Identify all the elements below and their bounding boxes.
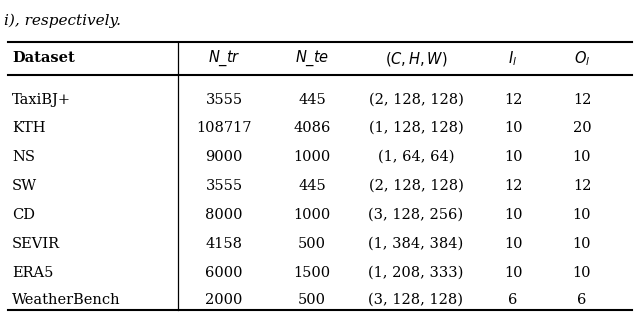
Text: 445: 445 xyxy=(298,93,326,107)
Text: 1000: 1000 xyxy=(293,150,331,164)
Text: (1, 208, 333): (1, 208, 333) xyxy=(368,266,464,280)
Text: 445: 445 xyxy=(298,179,326,193)
Text: $(C,H,W)$: $(C,H,W)$ xyxy=(385,49,447,68)
Text: 1000: 1000 xyxy=(293,208,331,222)
Text: NS: NS xyxy=(12,150,35,164)
Text: 2000: 2000 xyxy=(205,293,243,307)
Text: Dataset: Dataset xyxy=(12,51,75,66)
Text: 10: 10 xyxy=(504,237,522,251)
Text: (1, 128, 128): (1, 128, 128) xyxy=(369,121,463,135)
Text: SW: SW xyxy=(12,179,37,193)
Text: 10: 10 xyxy=(504,121,522,135)
Text: TaxiBJ+: TaxiBJ+ xyxy=(12,93,71,107)
Text: 10: 10 xyxy=(573,266,591,280)
Text: 4158: 4158 xyxy=(205,237,243,251)
Text: 3555: 3555 xyxy=(205,179,243,193)
Text: i), respectively.: i), respectively. xyxy=(4,14,121,29)
Text: 1500: 1500 xyxy=(293,266,331,280)
Text: 10: 10 xyxy=(504,266,522,280)
Text: 20: 20 xyxy=(573,121,591,135)
Text: 6000: 6000 xyxy=(205,266,243,280)
Text: 10: 10 xyxy=(573,208,591,222)
Text: 8000: 8000 xyxy=(205,208,243,222)
Text: 4086: 4086 xyxy=(293,121,331,135)
Text: WeatherBench: WeatherBench xyxy=(12,293,120,307)
Text: 10: 10 xyxy=(504,150,522,164)
Text: 500: 500 xyxy=(298,237,326,251)
Text: CD: CD xyxy=(12,208,35,222)
Text: 12: 12 xyxy=(573,93,591,107)
Text: (3, 128, 256): (3, 128, 256) xyxy=(369,208,463,222)
Text: $I_l$: $I_l$ xyxy=(508,49,518,68)
Text: 10: 10 xyxy=(573,237,591,251)
Text: 6: 6 xyxy=(577,293,587,307)
Text: (1, 384, 384): (1, 384, 384) xyxy=(369,237,463,251)
Text: 6: 6 xyxy=(508,293,518,307)
Text: 500: 500 xyxy=(298,293,326,307)
Text: $O_l$: $O_l$ xyxy=(574,49,590,68)
Text: 10: 10 xyxy=(504,208,522,222)
Text: 10: 10 xyxy=(573,150,591,164)
Text: (2, 128, 128): (2, 128, 128) xyxy=(369,179,463,193)
Text: 9000: 9000 xyxy=(205,150,243,164)
Text: $N\_te$: $N\_te$ xyxy=(295,49,329,68)
Text: ERA5: ERA5 xyxy=(12,266,53,280)
Text: 108717: 108717 xyxy=(196,121,252,135)
Text: (1, 64, 64): (1, 64, 64) xyxy=(378,150,454,164)
Text: 12: 12 xyxy=(573,179,591,193)
Text: (2, 128, 128): (2, 128, 128) xyxy=(369,93,463,107)
Text: $N\_tr$: $N\_tr$ xyxy=(207,49,241,68)
Text: 12: 12 xyxy=(504,179,522,193)
Text: 12: 12 xyxy=(504,93,522,107)
Text: 3555: 3555 xyxy=(205,93,243,107)
Text: KTH: KTH xyxy=(12,121,45,135)
Text: SEVIR: SEVIR xyxy=(12,237,60,251)
Text: (3, 128, 128): (3, 128, 128) xyxy=(369,293,463,307)
